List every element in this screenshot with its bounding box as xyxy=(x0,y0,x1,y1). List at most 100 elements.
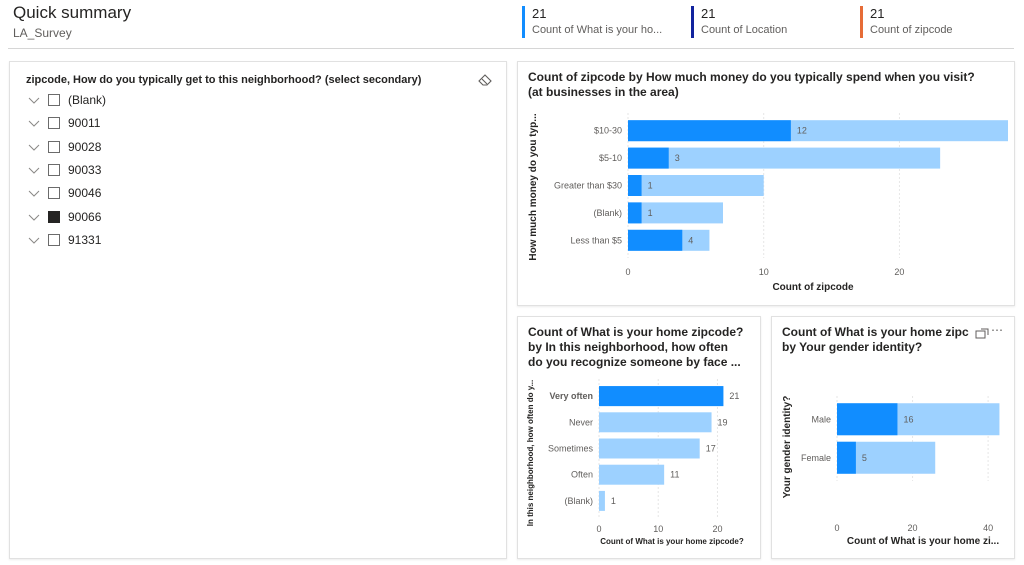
data-label: 21 xyxy=(729,391,739,401)
bar-total xyxy=(628,202,723,224)
bar-highlight xyxy=(628,147,669,169)
chart-title-line: Count of What is your home zipcode? xyxy=(528,325,744,339)
category-label: (Blank) xyxy=(593,208,622,218)
kpi-value: 21 xyxy=(870,6,885,21)
kpi-card-location[interactable]: 21 Count of Location xyxy=(691,6,787,38)
x-tick-label: 0 xyxy=(834,523,839,533)
chart-title-line: Count of zipcode by How much money do yo… xyxy=(528,70,975,84)
category-label: Greater than $30 xyxy=(554,181,622,191)
kpi-label: Count of Location xyxy=(701,24,788,36)
x-tick-label: 20 xyxy=(712,524,722,534)
x-tick-label: 0 xyxy=(596,524,601,534)
kpi-card-zipcode[interactable]: 21 Count of zipcode xyxy=(860,6,953,38)
bar-chart-money[interactable]: 0 10 20 $10-30 12 $5-10 3 Greater than $30 1 (Bla… xyxy=(518,62,1016,307)
slicer-item[interactable]: 91331 xyxy=(28,230,101,250)
focus-mode-icon[interactable] xyxy=(975,328,989,340)
bar-chart-recognize[interactable]: 0 10 20 Very often 21 Never 19 Sometimes 17 Often… xyxy=(518,317,762,560)
y-axis-title: How much money do you typ... xyxy=(528,113,539,260)
slicer-checkbox[interactable] xyxy=(48,140,60,153)
bar-total xyxy=(628,147,941,169)
page-title: Quick summary xyxy=(13,3,132,22)
slicer-item-label: 90033 xyxy=(68,162,102,177)
x-axis-title: Count of zipcode xyxy=(772,282,854,293)
kpi-value: 21 xyxy=(701,6,716,21)
kpi-label: Count of What is your ho... xyxy=(532,24,663,36)
slicer-checkbox[interactable] xyxy=(48,117,60,130)
chart-title: Count of zipcode by How much money do yo… xyxy=(528,70,975,100)
bar-highlight xyxy=(599,386,724,407)
kpi-accent-bar xyxy=(522,6,525,38)
slicer-item[interactable]: 90028 xyxy=(28,137,101,157)
x-tick-label: 40 xyxy=(983,523,993,533)
x-tick-label: 20 xyxy=(894,267,904,277)
category-label: Less than $5 xyxy=(570,235,622,245)
y-axis-title: Your gender identity? xyxy=(782,396,793,499)
slicer-item-label: 90066 xyxy=(68,209,102,224)
data-label: 1 xyxy=(611,496,616,506)
slicer-item[interactable]: (Blank) xyxy=(28,90,106,110)
data-label: 19 xyxy=(718,417,728,427)
category-label: Never xyxy=(569,417,593,427)
data-label: 17 xyxy=(706,444,716,454)
bar-highlight xyxy=(628,229,683,251)
bar-highlight xyxy=(628,175,642,196)
data-label: 12 xyxy=(797,126,807,136)
chevron-down-icon[interactable] xyxy=(28,94,40,106)
page-subtitle: LA_Survey xyxy=(13,26,72,40)
category-label: $10-30 xyxy=(594,126,622,136)
y-axis-title: In this neighborhood, how often do y... xyxy=(526,380,535,527)
chevron-down-icon[interactable] xyxy=(28,187,40,199)
slicer-item[interactable]: 90033 xyxy=(28,160,101,180)
bar-highlight xyxy=(837,441,856,474)
eraser-icon[interactable] xyxy=(478,74,492,86)
category-label: (Blank) xyxy=(564,496,593,506)
slicer-item-label: (Blank) xyxy=(68,93,107,107)
bar-highlight xyxy=(628,202,642,224)
chevron-down-icon[interactable] xyxy=(28,234,40,246)
more-options-icon[interactable]: ⋯ xyxy=(991,323,1003,337)
chart-title-line: Count of What is your home zipc xyxy=(782,325,969,339)
chevron-down-icon[interactable] xyxy=(28,164,40,176)
x-axis-title: Count of What is your home zipcode? xyxy=(600,537,744,546)
category-label: Male xyxy=(811,414,831,424)
slicer-item[interactable]: 90046 xyxy=(28,183,101,203)
report-header: Quick summary LA_Survey 21 Count of What… xyxy=(0,0,1024,50)
slicer-item[interactable]: 90011 xyxy=(28,113,100,133)
data-label: 11 xyxy=(670,470,679,480)
slicer-item-label: 90028 xyxy=(68,139,102,154)
category-label: Very often xyxy=(549,391,593,401)
slicer-checkbox[interactable] xyxy=(48,187,60,200)
kpi-value: 21 xyxy=(532,6,547,21)
category-label: $5-10 xyxy=(599,153,622,163)
kpi-card-home-zipcode[interactable]: 21 Count of What is your ho... xyxy=(522,6,662,38)
slicer-checkbox[interactable] xyxy=(48,210,60,223)
bar-chart-gender[interactable]: 0 20 40 Male 16 Female 5 Count of What is your … xyxy=(772,317,1016,560)
bar-total xyxy=(599,464,665,485)
chevron-down-icon[interactable] xyxy=(28,141,40,153)
slicer-item-label: 90046 xyxy=(68,186,102,201)
category-label: Female xyxy=(801,453,831,463)
slicer-item-label: 91331 xyxy=(68,232,102,247)
bar-total xyxy=(599,412,712,433)
slicer-title: zipcode, How do you typically get to thi… xyxy=(26,74,422,86)
chart-title-line: (at businesses in the area) xyxy=(528,85,679,99)
bar-highlight xyxy=(837,403,898,436)
slicer-checkbox[interactable] xyxy=(48,163,60,176)
data-label: 1 xyxy=(648,208,653,218)
slicer-item[interactable]: 90066 xyxy=(28,207,101,227)
x-tick-label: 10 xyxy=(653,524,663,534)
bar-highlight xyxy=(628,120,791,142)
data-label: 3 xyxy=(675,153,680,163)
chart-title-line: do you recognize someone by face ... xyxy=(528,355,741,369)
slicer-checkbox[interactable] xyxy=(48,233,60,246)
category-label: Often xyxy=(571,470,593,480)
chart-title: Count of What is your home zipc by Your … xyxy=(782,325,969,355)
chevron-down-icon[interactable] xyxy=(28,211,40,223)
x-axis-title: Count of What is your home zi... xyxy=(847,536,999,547)
chevron-down-icon[interactable] xyxy=(28,117,40,129)
kpi-accent-bar xyxy=(691,6,694,38)
slicer-checkbox[interactable] xyxy=(48,94,60,106)
chart-title-line: by Your gender identity? xyxy=(782,340,923,354)
x-tick-label: 20 xyxy=(908,523,918,533)
slicer-item-label: 90011 xyxy=(68,116,101,131)
